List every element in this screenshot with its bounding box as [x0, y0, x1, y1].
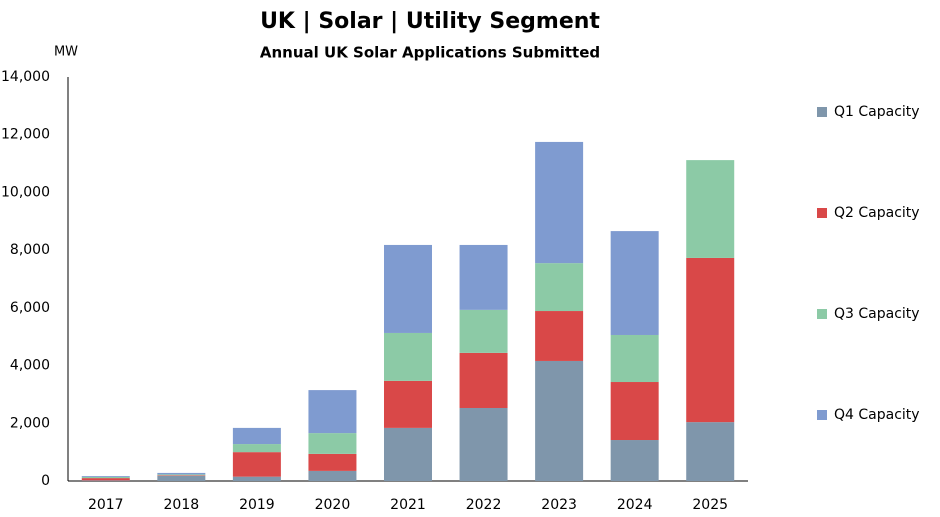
bar-segment — [232, 427, 281, 445]
legend-swatch — [817, 208, 827, 218]
x-tick-label: 2017 — [88, 497, 124, 513]
bar-segment — [81, 476, 130, 479]
bar-segment — [232, 444, 281, 453]
bar-segment — [157, 474, 206, 476]
bar-segment — [610, 334, 659, 383]
bar-segment — [81, 478, 130, 481]
bar-segment — [157, 475, 206, 481]
bar-segment — [308, 453, 357, 471]
bar-segment — [459, 352, 508, 408]
bar-segment — [686, 257, 735, 423]
bar-segment — [610, 231, 659, 335]
x-tick-label: 2025 — [692, 497, 728, 513]
bar-segment — [384, 244, 432, 333]
legend-label: Q3 Capacity — [834, 306, 920, 322]
chart-title: UK | Solar | Utility Segment — [260, 9, 600, 34]
bar-segment — [459, 407, 508, 481]
bar-segment — [384, 427, 432, 481]
bar-segment — [308, 433, 357, 454]
y-tick-label: 2,000 — [10, 415, 50, 431]
bar-segment — [308, 390, 357, 434]
legend-swatch — [817, 410, 827, 420]
legend-label: Q2 Capacity — [834, 205, 920, 221]
legend-label: Q4 Capacity — [834, 407, 920, 423]
bar-segment — [81, 476, 130, 477]
y-tick-label: 4,000 — [10, 358, 50, 374]
bar-segment — [384, 380, 432, 428]
y-tick-label: 0 — [41, 473, 50, 489]
legend-swatch — [817, 107, 827, 117]
bar-segment — [686, 422, 735, 481]
y-tick-label: 12,000 — [1, 127, 50, 143]
bar-segment — [535, 263, 584, 312]
bar-segment — [459, 244, 508, 310]
x-tick-label: 2019 — [239, 497, 275, 513]
x-tick-label: 2018 — [164, 497, 200, 513]
bar-segment — [232, 452, 281, 477]
bar-segment — [157, 472, 206, 475]
bar-segment — [535, 141, 584, 264]
bar-segment — [610, 440, 659, 481]
bar-segment — [157, 475, 206, 476]
x-tick-label: 2020 — [315, 497, 351, 513]
x-tick-label: 2021 — [390, 497, 426, 513]
bar-segment — [81, 480, 130, 481]
chart-subtitle: Annual UK Solar Applications Submitted — [260, 44, 600, 62]
bar-segment — [459, 309, 508, 353]
y-tick-label: 6,000 — [10, 300, 50, 316]
legend-swatch — [817, 309, 827, 319]
bar-segment — [535, 360, 584, 481]
bar-segment — [535, 311, 584, 361]
legend-label: Q1 Capacity — [834, 104, 920, 120]
y-unit: MW — [54, 45, 78, 60]
bar-segment — [686, 160, 735, 258]
y-tick-label: 10,000 — [1, 184, 50, 200]
bar-segment — [384, 332, 432, 381]
x-tick-label: 2022 — [466, 497, 502, 513]
bar-segment — [308, 470, 357, 481]
bar-segment — [232, 476, 281, 481]
bar-segment — [610, 382, 659, 441]
y-tick-label: 14,000 — [1, 69, 50, 85]
y-tick-label: 8,000 — [10, 242, 50, 258]
x-tick-label: 2023 — [541, 497, 577, 513]
x-tick-label: 2024 — [617, 497, 653, 513]
